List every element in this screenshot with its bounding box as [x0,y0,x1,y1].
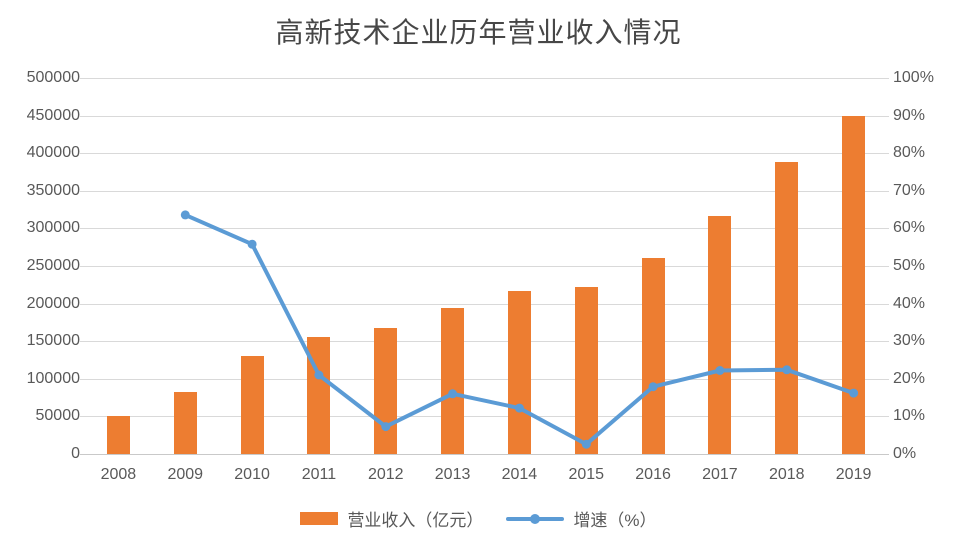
right-axis-tick-label: 90% [893,106,926,124]
growth-point [180,210,190,220]
growth-line-svg [180,210,859,449]
left-axis-tick-label: 350000 [26,181,80,199]
left-axis-tick-label: 50000 [35,407,81,425]
left-axis-tick-label: 450000 [26,106,80,124]
right-axis-tick-label: 60% [893,219,926,237]
revenue-bar-2015 [574,287,598,454]
revenue-bar-2017 [708,215,732,454]
growth-point [715,366,725,375]
growth-point [314,370,324,380]
revenue-bar-2013 [441,308,465,454]
right-axis-tick-label: 20% [893,369,926,387]
x-axis-label-2014: 2014 [501,466,538,483]
gridline [80,303,889,305]
revenue-bar-2008 [106,415,130,454]
gridline [80,341,889,343]
x-axis-label-2010: 2010 [234,466,270,483]
left-axis-tick-label: 400000 [26,144,80,162]
right-axis-tick-label: 10% [893,407,926,425]
growth-point [514,403,524,413]
left-axis-tick-label: 300000 [26,219,80,237]
x-axis-label-2011: 2011 [301,466,337,483]
left-axis-tick-label: 0 [71,445,80,462]
left-axis-tick-label: 500000 [26,69,80,86]
x-axis-label-2018: 2018 [768,466,805,483]
gridline [80,78,889,79]
gridline [80,228,889,230]
x-axis-label-2019: 2019 [835,466,872,483]
legend-growth-swatch-icon [506,512,565,525]
x-axis-label-2008: 2008 [100,466,137,483]
left-axis-tick-label: 150000 [26,332,80,350]
right-axis-tick-label: 80% [893,144,926,162]
growth-point [247,239,257,249]
right-axis-tick-label: 40% [893,294,926,312]
left-axis-tick-label: 200000 [26,294,80,312]
growth-point [448,389,458,399]
gridline [80,190,889,192]
x-axis-label-2009: 2009 [167,466,204,483]
gridline [80,416,889,418]
legend-growth-label: 增速（%） [573,511,657,530]
gridline [80,115,889,117]
growth-point [782,365,792,375]
x-axis-label-2012: 2012 [367,466,404,483]
growth-point [581,439,591,449]
revenue-bar-2009 [173,391,197,454]
left-axis-tick-label: 100000 [26,369,80,387]
right-axis-tick-label: 100% [893,69,934,86]
growth-point [381,422,391,432]
x-axis-label-2015: 2015 [568,466,605,483]
revenue-bar-2010 [240,356,264,454]
revenue-bar-2019 [842,115,866,454]
growth-point [849,388,859,398]
gridline [80,153,889,155]
chart-title: 高新技术企业历年营业收入情况 [275,18,682,49]
gridline [80,454,889,455]
x-axis-label-2016: 2016 [635,466,671,483]
right-axis-tick-label: 70% [893,181,926,199]
x-axis-label-2013: 2013 [434,466,471,483]
plot-area [80,78,889,455]
right-axis-tick-label: 0% [893,445,917,462]
legend: 营业收入（亿元） 增速（%） [0,506,957,531]
legend-revenue-swatch-icon [300,512,339,525]
right-axis-tick-label: 50% [893,257,926,274]
revenue-bar-2016 [641,257,665,454]
legend-revenue-label: 营业收入（亿元） [347,511,484,530]
gridline [80,378,889,380]
right-axis-tick-label: 30% [893,332,926,350]
revenue-bar-2018 [775,162,799,454]
x-axis-label-2017: 2017 [702,466,738,483]
left-axis-tick-label: 250000 [26,257,80,274]
growth-point [648,382,658,392]
gridline [80,266,889,267]
